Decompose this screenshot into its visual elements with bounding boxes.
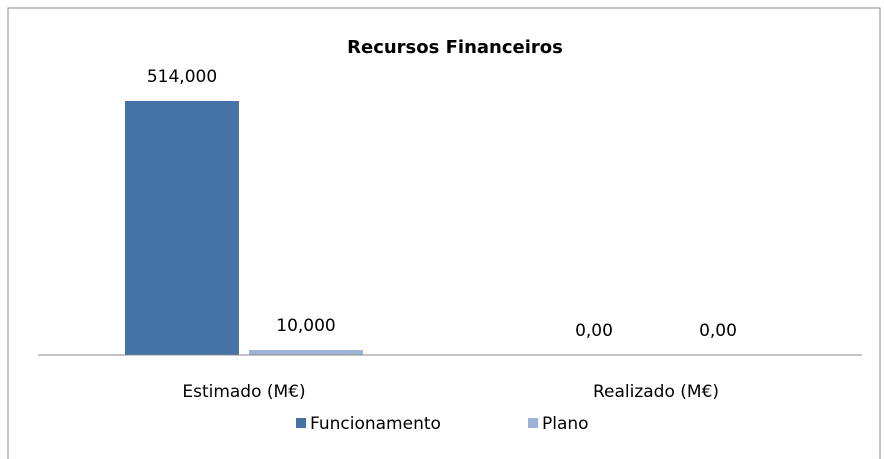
- x-tick-label: Realizado (M€): [593, 382, 719, 402]
- x-tick-label: Estimado (M€): [182, 382, 305, 402]
- legend-label: Plano: [542, 414, 589, 434]
- legend-swatch: [296, 418, 306, 428]
- data-label: 0,00: [699, 321, 737, 341]
- data-label: 0,00: [575, 321, 613, 341]
- data-label: 10,000: [276, 316, 335, 336]
- chart-border: [7, 7, 881, 459]
- chart-title: Recursos Financeiros: [347, 37, 563, 58]
- data-label: 514,000: [147, 67, 217, 87]
- legend-swatch: [528, 418, 538, 428]
- bar: [249, 350, 363, 355]
- bar: [125, 101, 239, 355]
- legend-label: Funcionamento: [310, 414, 441, 434]
